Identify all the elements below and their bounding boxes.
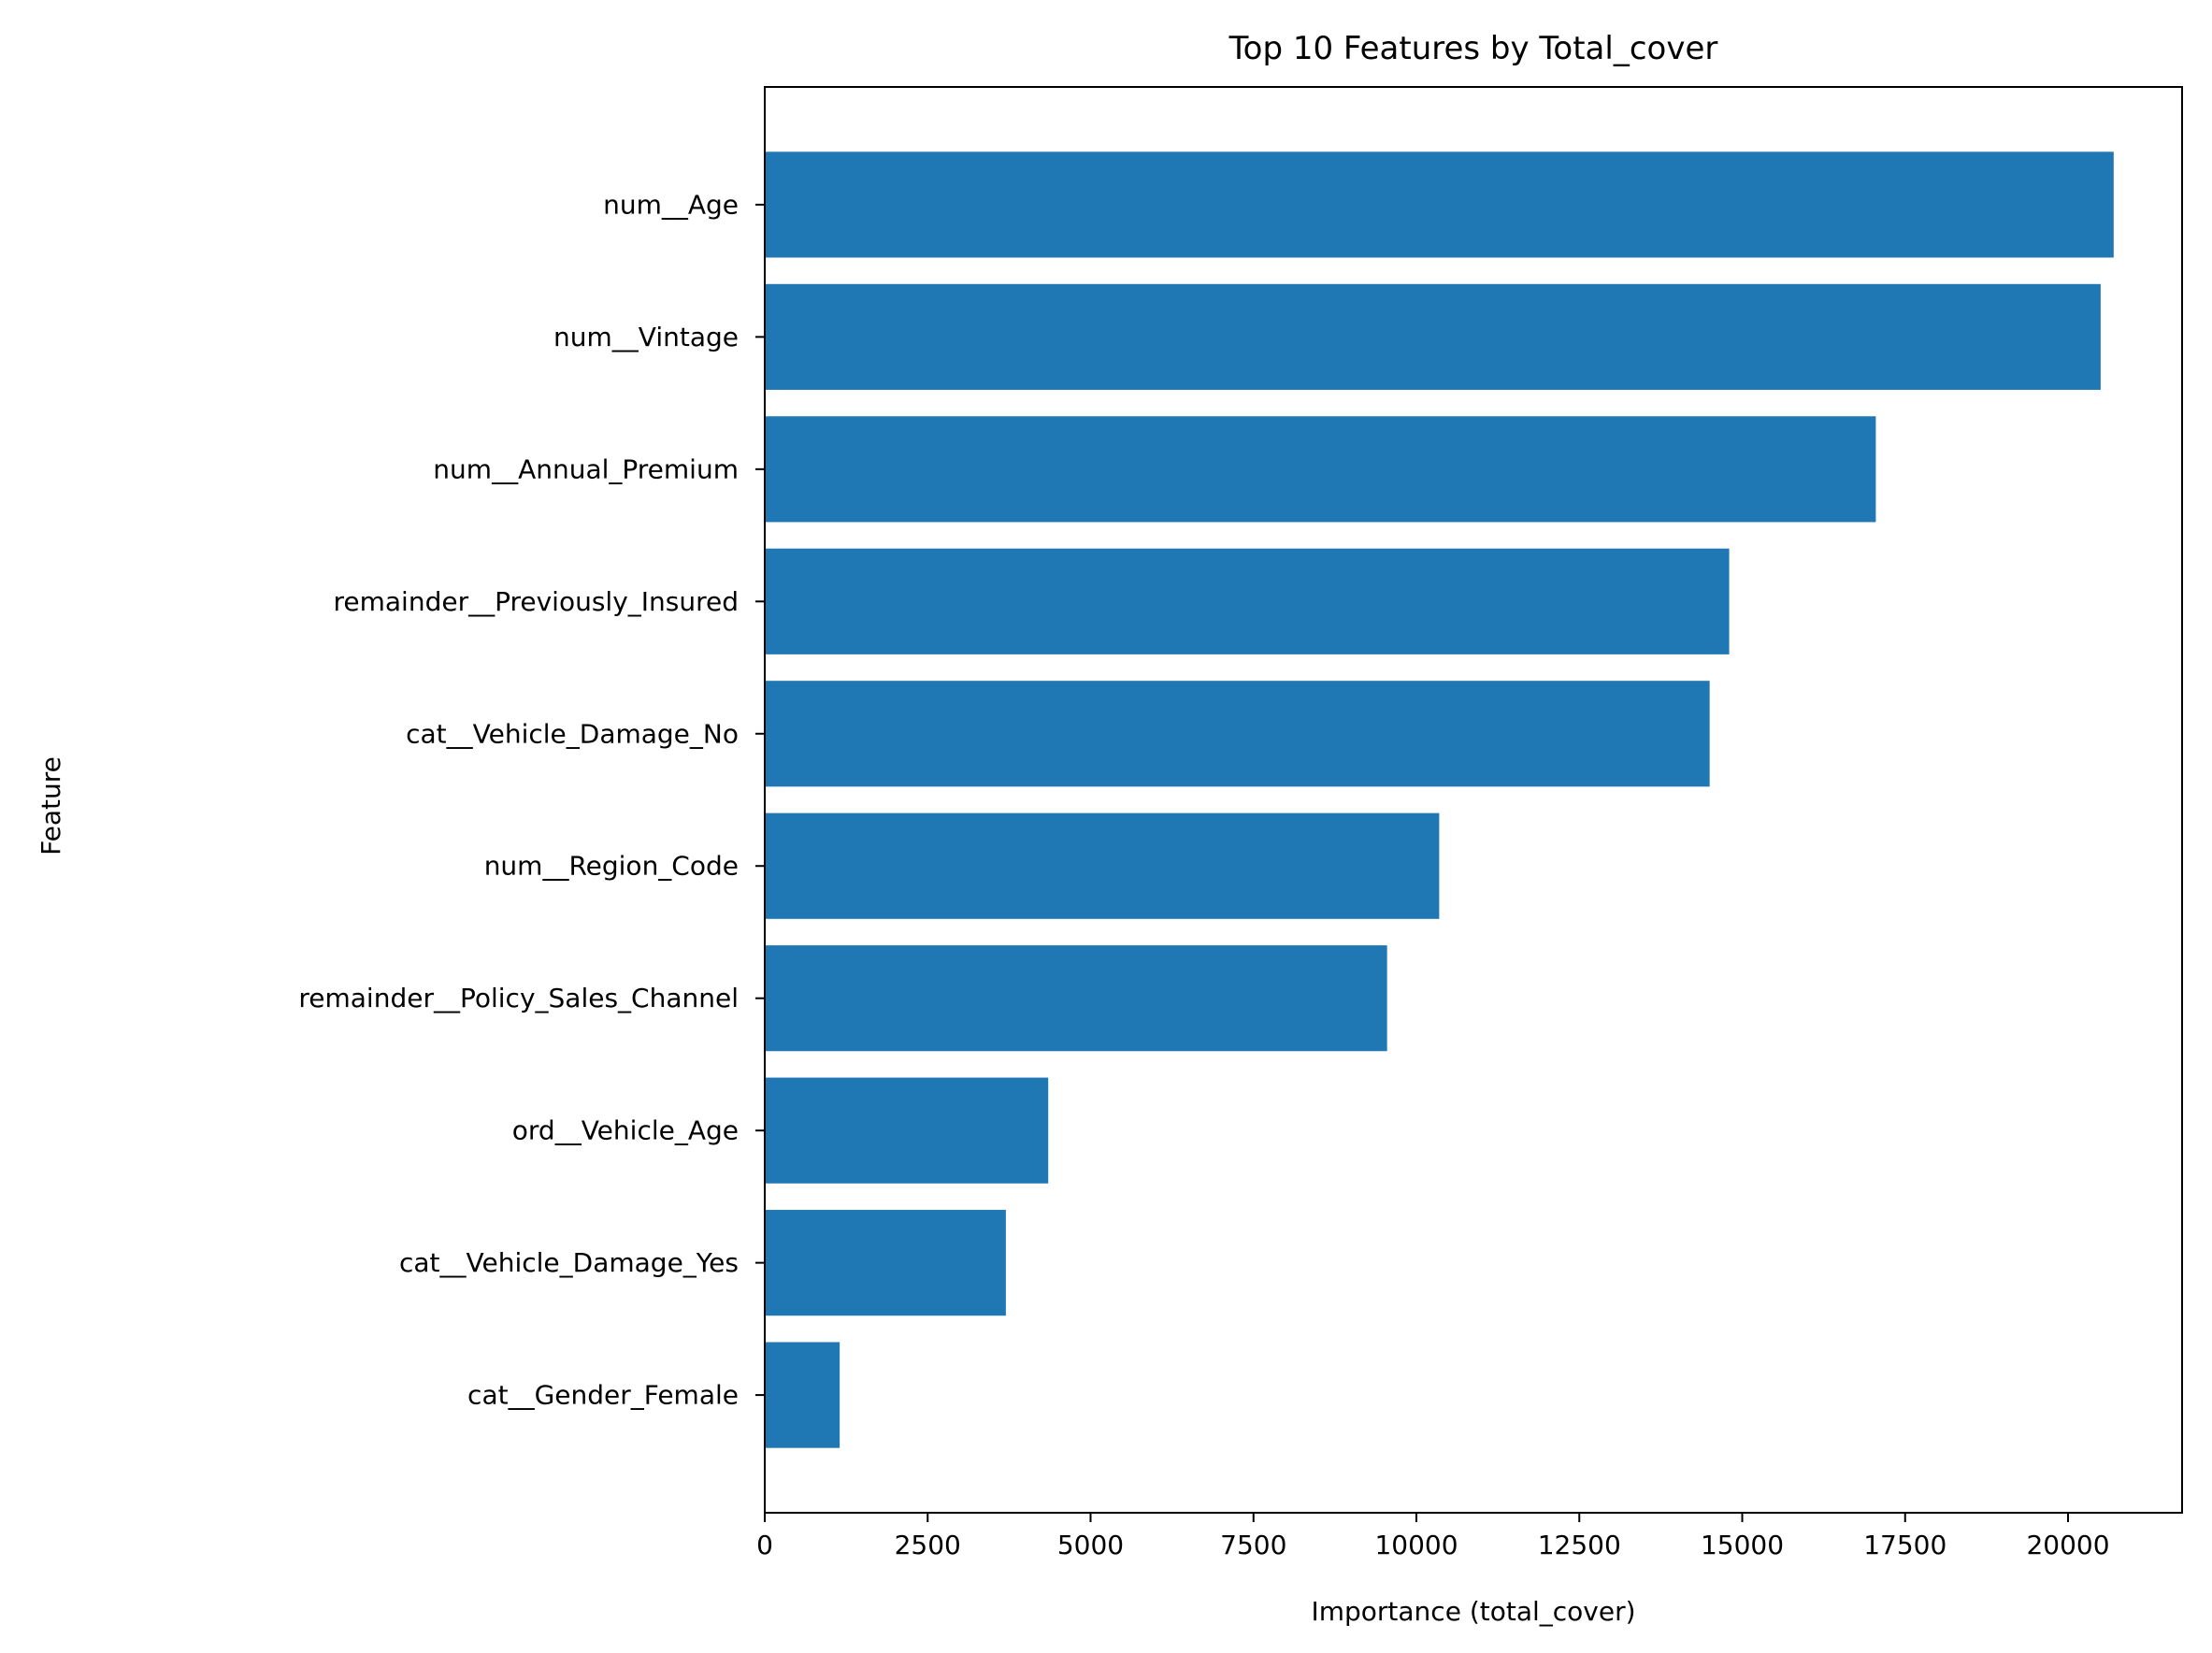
x-tick-label: 5000	[1057, 1530, 1124, 1560]
x-axis-ticks: 0 2500 5000 7500 10000 12500 15000 17500 20000	[756, 1513, 2110, 1560]
bar-cat__Vehicle_Damage_Yes	[765, 1210, 1006, 1316]
y-axis-label: Feature	[36, 756, 66, 855]
bar-remainder__Policy_Sales_Channel	[765, 945, 1387, 1052]
bar-num__Age	[765, 151, 2114, 258]
x-tick-label: 12500	[1538, 1530, 1621, 1560]
bar-ord__Vehicle_Age	[765, 1077, 1049, 1184]
x-tick-label: 15000	[1701, 1530, 1784, 1560]
bar-num__Region_Code	[765, 812, 1440, 919]
x-tick-label: 10000	[1374, 1530, 1458, 1560]
x-tick-label: 7500	[1220, 1530, 1286, 1560]
plot-frame	[764, 86, 2183, 1514]
x-tick-label: 0	[756, 1530, 773, 1560]
y-tick-label: cat__Vehicle_Damage_Yes	[399, 1247, 739, 1278]
bar-cat__Vehicle_Damage_No	[765, 681, 1710, 787]
y-tick-label: num__Annual_Premium	[433, 453, 739, 484]
x-tick-label: 20000	[2026, 1530, 2109, 1560]
x-tick-label: 17500	[1863, 1530, 1946, 1560]
y-tick-label: cat__Gender_Female	[467, 1380, 739, 1411]
chart-title: Top 10 Features by Total_cover	[1228, 30, 1718, 67]
y-tick-label: num__Vintage	[553, 322, 739, 352]
y-tick-label: num__Age	[603, 189, 739, 220]
y-tick-label: num__Region_Code	[484, 851, 739, 882]
bar-remainder__Previously_Insured	[765, 548, 1730, 654]
y-tick-label: remainder__Policy_Sales_Channel	[298, 983, 739, 1013]
y-tick-label: remainder__Previously_Insured	[333, 586, 739, 617]
bar-cat__Gender_Female	[765, 1342, 840, 1448]
bar-num__Annual_Premium	[765, 416, 1876, 523]
x-axis-label: Importance (total_cover)	[1311, 1596, 1635, 1627]
y-tick-label: cat__Vehicle_Damage_No	[406, 718, 739, 749]
y-tick-label: ord__Vehicle_Age	[512, 1115, 739, 1146]
y-axis-ticks: num__Age num__Vintage num__Annual_Premiumr…	[298, 189, 765, 1411]
x-tick-label: 2500	[895, 1530, 961, 1560]
bar-num__Vintage	[765, 283, 2101, 390]
bars-group	[765, 151, 2114, 1448]
